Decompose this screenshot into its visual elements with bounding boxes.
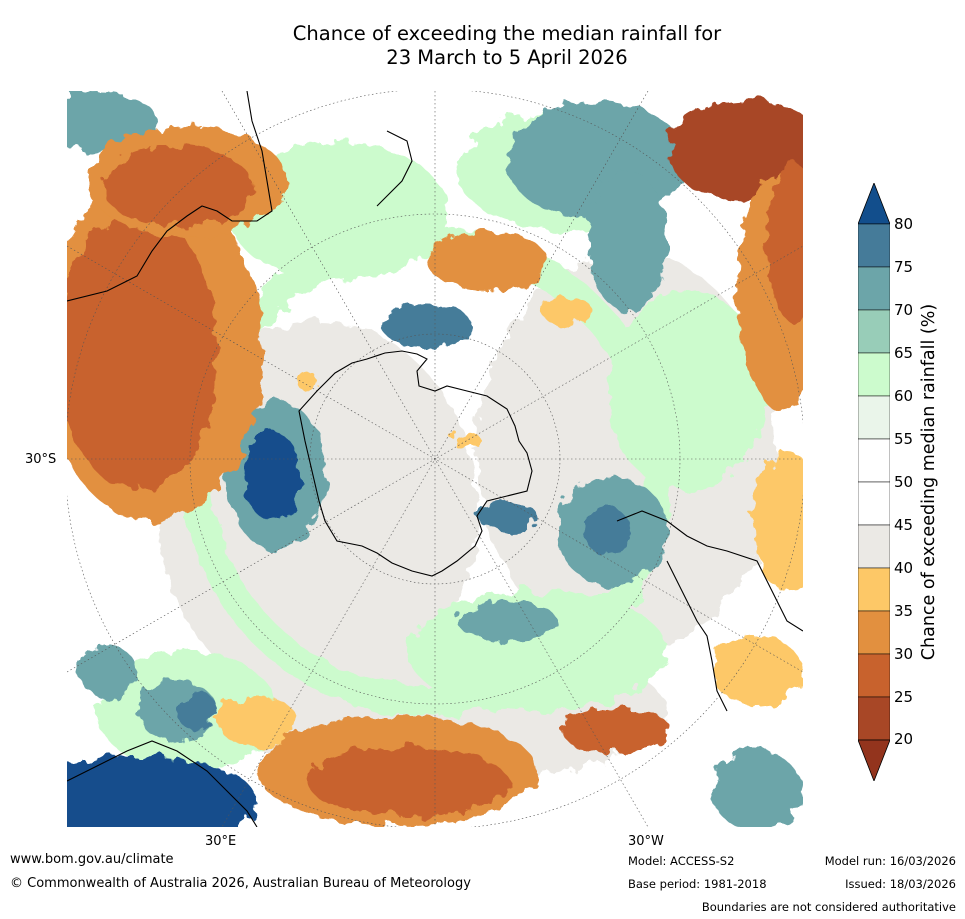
colorbar-tick: 80	[894, 215, 914, 233]
field-dry	[307, 746, 507, 816]
field-blue	[585, 506, 629, 556]
meridian	[67, 245, 803, 673]
colorbar-band	[858, 438, 890, 483]
colorbar-tick: 40	[894, 559, 914, 577]
field-dry	[542, 296, 592, 326]
field-dry	[752, 451, 803, 591]
colorbar	[858, 183, 890, 781]
new-zealand-coast	[376, 130, 413, 207]
field-dry	[667, 101, 803, 201]
lat-label-30s: 30°S	[25, 452, 57, 467]
field-teal	[712, 751, 802, 827]
colorbar-band	[858, 309, 890, 354]
rainfall-map	[67, 91, 803, 827]
lon-label-30e: 30°E	[205, 834, 237, 849]
colorbar-tick: 65	[894, 344, 914, 362]
colorbar-tick: 30	[894, 645, 914, 663]
field-teal	[77, 646, 137, 696]
colorbar-band	[858, 266, 890, 311]
colorbar-band	[858, 524, 890, 569]
colorbar-tick: 75	[894, 258, 914, 276]
colorbar-tick: 55	[894, 430, 914, 448]
colorbar-band	[858, 696, 890, 741]
coastlines	[67, 91, 803, 827]
field-dry	[712, 636, 802, 706]
field-teal	[382, 304, 472, 348]
model-run-text: Model run: 16/03/2026	[824, 854, 956, 868]
field-dry	[767, 161, 803, 321]
colorbar-band	[858, 352, 890, 397]
field-dry	[67, 211, 217, 491]
boundaries-disclaimer: Boundaries are not considered authoritat…	[701, 900, 956, 914]
field-teal	[587, 171, 667, 311]
colorbar-under-arrow	[858, 739, 890, 781]
rainfall-fields	[67, 91, 803, 827]
field-teal	[457, 601, 557, 641]
colorbar-tick: 45	[894, 516, 914, 534]
colorbar-band	[858, 610, 890, 655]
colorbar-tick: 35	[894, 602, 914, 620]
colorbar-label: Chance of exceeding median rainfall (%)	[919, 303, 939, 661]
colorbar-band	[858, 481, 890, 526]
field-dry	[562, 709, 672, 753]
south-america-coast	[666, 560, 728, 712]
lon-label-30w: 30°W	[628, 834, 664, 849]
colorbar-band	[858, 653, 890, 698]
colorbar-tick: 60	[894, 387, 914, 405]
colorbar-tick: 20	[894, 730, 914, 748]
colorbar-band	[858, 567, 890, 612]
colorbar-tick: 70	[894, 301, 914, 319]
field-dry	[452, 433, 482, 449]
copyright-text: © Commonwealth of Australia 2026, Austra…	[10, 876, 471, 891]
graticule	[67, 91, 803, 827]
base-period-text: Base period: 1981-2018	[628, 877, 767, 891]
africa-coast	[67, 740, 258, 827]
colorbar-tick: 50	[894, 473, 914, 491]
title-line-2: 23 March to 5 April 2026	[386, 46, 628, 69]
colorbar-band	[858, 395, 890, 440]
colorbar-band	[858, 223, 890, 268]
field-blue	[244, 431, 300, 521]
field-teal	[177, 691, 217, 731]
issued-text: Issued: 18/03/2026	[845, 877, 956, 891]
colorbar-tick: 25	[894, 688, 914, 706]
chart-title: Chance of exceeding the median rainfall …	[0, 22, 965, 70]
antarctica-coast	[298, 350, 533, 577]
south-america-coast	[616, 510, 803, 632]
field-dry	[217, 696, 297, 746]
field-teal	[477, 501, 537, 531]
field-dry	[102, 146, 252, 226]
field-dry	[297, 371, 317, 391]
field-green	[607, 291, 767, 491]
website-link[interactable]: www.bom.gov.au/climate	[10, 852, 174, 867]
model-text: Model: ACCESS-S2	[628, 854, 735, 868]
field-dry	[427, 231, 547, 291]
australia-coast	[67, 91, 273, 302]
title-line-1: Chance of exceeding the median rainfall …	[292, 22, 722, 45]
colorbar-over-arrow	[858, 183, 890, 225]
